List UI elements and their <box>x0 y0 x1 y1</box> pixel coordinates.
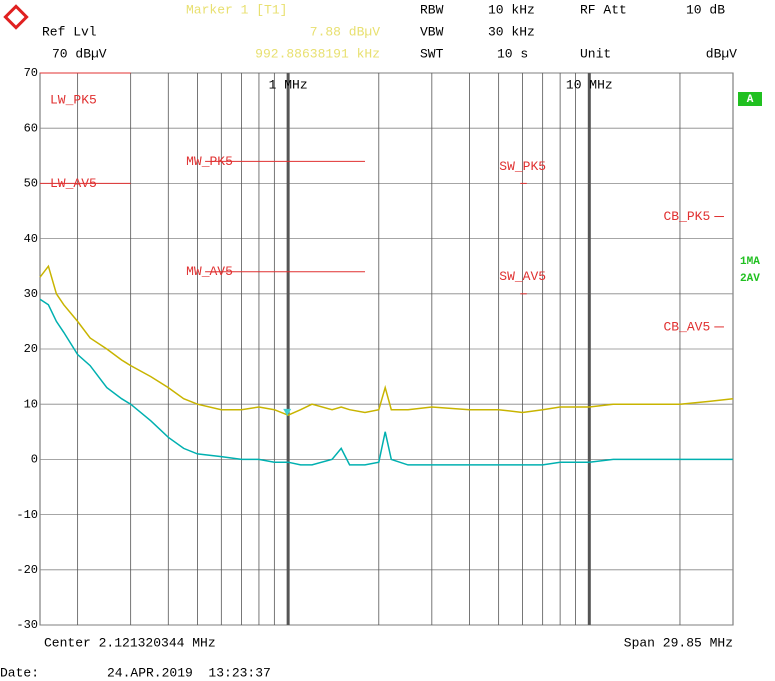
limit-label: LW_PK5 <box>50 92 97 107</box>
ref-value: 70 dBµV <box>52 46 107 61</box>
limit-label: CB_PK5 <box>663 209 710 224</box>
y-tick-label: 70 <box>24 66 38 80</box>
limit-label: MW_AV5 <box>186 264 233 279</box>
span: Span 29.85 MHz <box>624 635 733 650</box>
swt-label: SWT <box>420 46 444 61</box>
date: 24.APR.2019 13:23:37 <box>107 665 271 680</box>
y-tick-label: 20 <box>24 342 38 356</box>
y-tick-label: 10 <box>24 397 38 411</box>
marker-value: 7.88 dBµV <box>310 24 380 39</box>
unit: dBµV <box>706 46 737 61</box>
limit-label: LW_AV5 <box>50 176 97 191</box>
vbw-label: VBW <box>420 24 444 39</box>
swt: 10 s <box>497 46 528 61</box>
y-tick-label: -30 <box>16 618 38 632</box>
rfatt: 10 dB <box>686 2 725 17</box>
marker <box>283 408 292 416</box>
trace1-label: 1MA <box>740 256 760 268</box>
limit-label: SW_AV5 <box>499 269 546 284</box>
limit-label: SW_PK5 <box>499 159 546 174</box>
logo <box>3 4 29 30</box>
x-tick-label: 10 MHz <box>566 77 613 92</box>
plot: 70 60 50 40 30 20 10 0 -10 -20 -30 1 MHz 10 MHz LW_PK… <box>16 66 734 632</box>
date-label: Date: <box>0 665 39 680</box>
limit-label: MW_PK5 <box>186 154 233 169</box>
y-tick-label: 50 <box>24 177 38 191</box>
rbw: 10 kHz <box>488 2 535 17</box>
y-tick-label: 30 <box>24 287 38 301</box>
y-tick-label: -20 <box>16 563 38 577</box>
trace2-label: 2AV <box>740 273 760 285</box>
rfatt-label: RF Att <box>580 2 627 17</box>
unit-label: Unit <box>580 46 611 61</box>
trace-box-label: A <box>747 94 754 106</box>
center: Center 2.121320344 MHz <box>44 635 216 650</box>
vbw: 30 kHz <box>488 24 535 39</box>
x-tick-label: 1 MHz <box>269 77 308 92</box>
trace <box>39 298 733 466</box>
limit-label: CB_AV5 <box>663 319 710 334</box>
ref-label: Ref Lvl <box>42 24 97 39</box>
trace <box>39 264 734 417</box>
marker-name: Marker 1 [T1] <box>186 2 287 17</box>
y-tick-label: 0 <box>31 453 38 467</box>
y-tick-label: -10 <box>16 508 38 522</box>
marker-freq: 992.88638191 kHz <box>255 46 380 61</box>
y-tick-label: 40 <box>24 232 38 246</box>
rbw-label: RBW <box>420 2 444 17</box>
y-tick-label: 60 <box>24 121 38 135</box>
trace-box <box>738 92 762 106</box>
